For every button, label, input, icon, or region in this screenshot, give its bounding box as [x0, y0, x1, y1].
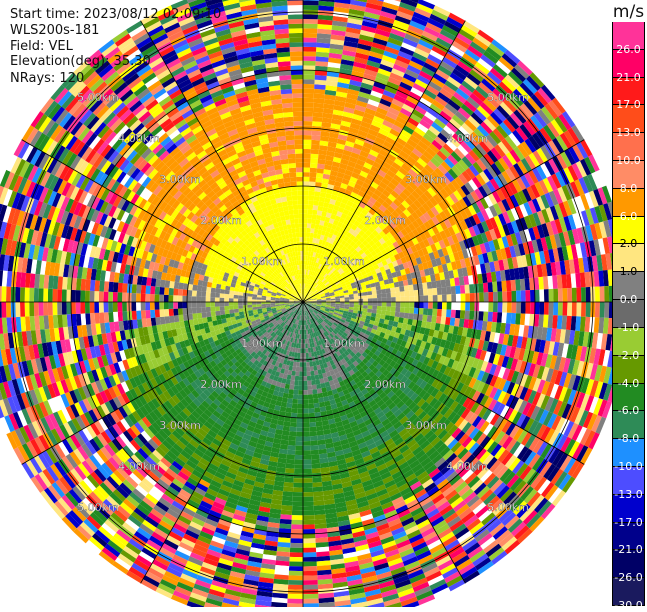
colorbar-segment [613, 244, 644, 272]
colorbar-segment [613, 327, 644, 355]
colorbar-segment [613, 522, 644, 550]
range-label: 3.00km [405, 173, 447, 186]
range-label: 5.00km [77, 91, 119, 104]
colorbar-segment [613, 133, 644, 161]
azimuth-line [140, 20, 466, 584]
range-label: 4.00km [446, 460, 488, 473]
field-label: Field: VEL [10, 39, 73, 54]
range-label: 1.00km [323, 337, 365, 350]
elevation-label: Elevation(deg): 35.30 [10, 54, 151, 69]
range-label: 2.00km [364, 378, 406, 391]
range-label: 1.00km [241, 255, 283, 268]
colorbar-segment [613, 216, 644, 244]
colorbar-segment [613, 494, 644, 522]
start-time-label: Start time: 2023/08/12 02:09:10 [10, 7, 222, 22]
colorbar-segment [613, 411, 644, 439]
range-label: 3.00km [159, 173, 201, 186]
colorbar-segment [613, 188, 644, 216]
colorbar-segment [613, 272, 644, 300]
colorbar-segment [613, 161, 644, 188]
range-label: 3.00km [405, 419, 447, 432]
colorbar-segment [613, 439, 644, 466]
colorbar-segment [613, 550, 644, 578]
instrument-label: WLS200s-181 [10, 23, 100, 38]
colorbar-segment [613, 22, 644, 49]
colorbar-segment [613, 355, 644, 383]
colorbar-segment [613, 383, 644, 411]
velocity-gates [0, 0, 628, 607]
range-label: 1.00km [323, 255, 365, 268]
colorbar-segment [613, 300, 644, 327]
range-label: 5.00km [487, 501, 529, 514]
range-label: 2.00km [200, 214, 242, 227]
range-label: 1.00km [241, 337, 283, 350]
colorbar-unit: m/s [612, 2, 645, 22]
range-label: 4.00km [446, 132, 488, 145]
range-label: 5.00km [487, 91, 529, 104]
range-label: 5.00km [77, 501, 119, 514]
range-label: 2.00km [200, 378, 242, 391]
colorbar-segment [613, 77, 644, 105]
nrays-label: NRays: 120 [10, 71, 85, 86]
range-label: 4.00km [118, 460, 160, 473]
range-labels: 1.00km 1.00km 1.00km 1.00km 2.00km 2.00km 2.00… [77, 91, 529, 514]
range-rings [0, 0, 628, 607]
range-label: 4.00km [118, 132, 160, 145]
colorbar-segment [613, 105, 644, 133]
colorbar [612, 22, 645, 606]
range-label: 3.00km [159, 419, 201, 432]
colorbar-segment [613, 578, 644, 605]
colorbar-segment [613, 49, 644, 77]
range-label: 2.00km [364, 214, 406, 227]
colorbar-segment [613, 466, 644, 494]
